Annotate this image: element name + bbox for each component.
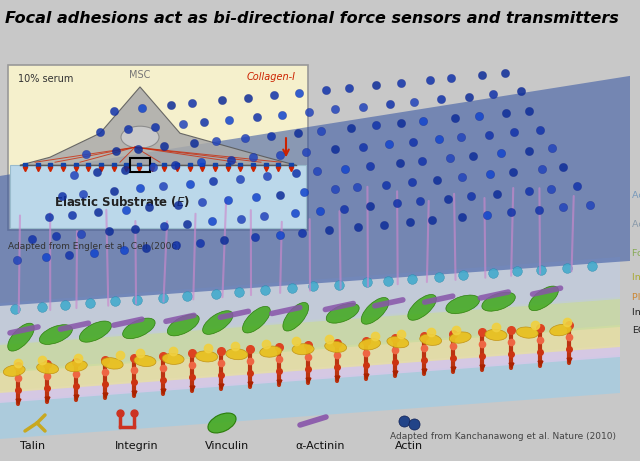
Ellipse shape <box>387 337 409 348</box>
Ellipse shape <box>260 346 282 357</box>
Text: Talin: Talin <box>20 441 45 451</box>
Polygon shape <box>0 355 620 439</box>
Ellipse shape <box>196 351 218 362</box>
Text: α-Actinin: α-Actinin <box>295 441 344 451</box>
Text: Integrin: Integrin <box>115 441 159 451</box>
Text: Actin stress fibre: Actin stress fibre <box>632 191 640 201</box>
Ellipse shape <box>3 365 25 376</box>
Polygon shape <box>0 297 620 373</box>
Polygon shape <box>0 76 630 306</box>
Text: Force transduction layer: Force transduction layer <box>632 248 640 258</box>
Bar <box>130 158 150 172</box>
Ellipse shape <box>326 303 359 323</box>
Ellipse shape <box>408 295 436 320</box>
Polygon shape <box>20 87 296 165</box>
Polygon shape <box>0 345 620 403</box>
Ellipse shape <box>243 307 270 333</box>
Ellipse shape <box>482 292 515 311</box>
Ellipse shape <box>208 413 236 433</box>
Ellipse shape <box>283 302 308 331</box>
Text: 10% serum: 10% serum <box>18 74 74 84</box>
Ellipse shape <box>162 353 184 364</box>
Ellipse shape <box>134 355 156 366</box>
Ellipse shape <box>449 332 471 343</box>
Ellipse shape <box>324 341 347 352</box>
Text: Focal adhesions act as bi-directional force sensors and transmitters: Focal adhesions act as bi-directional fo… <box>5 11 619 26</box>
Text: Elastic Substrate ($E$): Elastic Substrate ($E$) <box>54 194 190 209</box>
Ellipse shape <box>529 286 559 311</box>
Text: Collagen-I: Collagen-I <box>247 72 296 82</box>
Ellipse shape <box>8 323 34 351</box>
Text: Plasma membrane: Plasma membrane <box>632 293 640 302</box>
Ellipse shape <box>516 327 538 338</box>
Text: Adapted from Kanchanawong et al. Nature (2010): Adapted from Kanchanawong et al. Nature … <box>390 432 616 441</box>
Text: MSC: MSC <box>129 70 150 80</box>
Bar <box>10 165 306 228</box>
Ellipse shape <box>550 325 572 336</box>
Ellipse shape <box>226 349 248 360</box>
Ellipse shape <box>65 361 87 372</box>
Text: Actin regulatory layer: Actin regulatory layer <box>632 220 640 229</box>
Ellipse shape <box>292 344 314 355</box>
Ellipse shape <box>123 318 155 339</box>
Text: Vinculin: Vinculin <box>205 441 249 451</box>
Ellipse shape <box>79 321 111 342</box>
Ellipse shape <box>485 329 507 340</box>
Ellipse shape <box>446 295 479 313</box>
Ellipse shape <box>40 325 72 344</box>
Polygon shape <box>0 257 620 345</box>
Ellipse shape <box>359 338 381 350</box>
Text: Integrin extracellular domain: Integrin extracellular domain <box>632 308 640 317</box>
Ellipse shape <box>36 362 58 374</box>
Text: Integrin signalling layer: Integrin signalling layer <box>632 273 640 282</box>
Ellipse shape <box>167 314 199 336</box>
FancyBboxPatch shape <box>8 65 308 230</box>
Ellipse shape <box>121 126 159 148</box>
Ellipse shape <box>203 311 233 334</box>
Ellipse shape <box>361 297 389 324</box>
Text: Adapted from Engler et al. Cell (2006): Adapted from Engler et al. Cell (2006) <box>8 242 180 251</box>
Ellipse shape <box>101 358 123 369</box>
Ellipse shape <box>420 334 442 345</box>
Text: Actin: Actin <box>395 441 423 451</box>
Text: ECM: ECM <box>632 326 640 335</box>
Polygon shape <box>0 325 620 393</box>
